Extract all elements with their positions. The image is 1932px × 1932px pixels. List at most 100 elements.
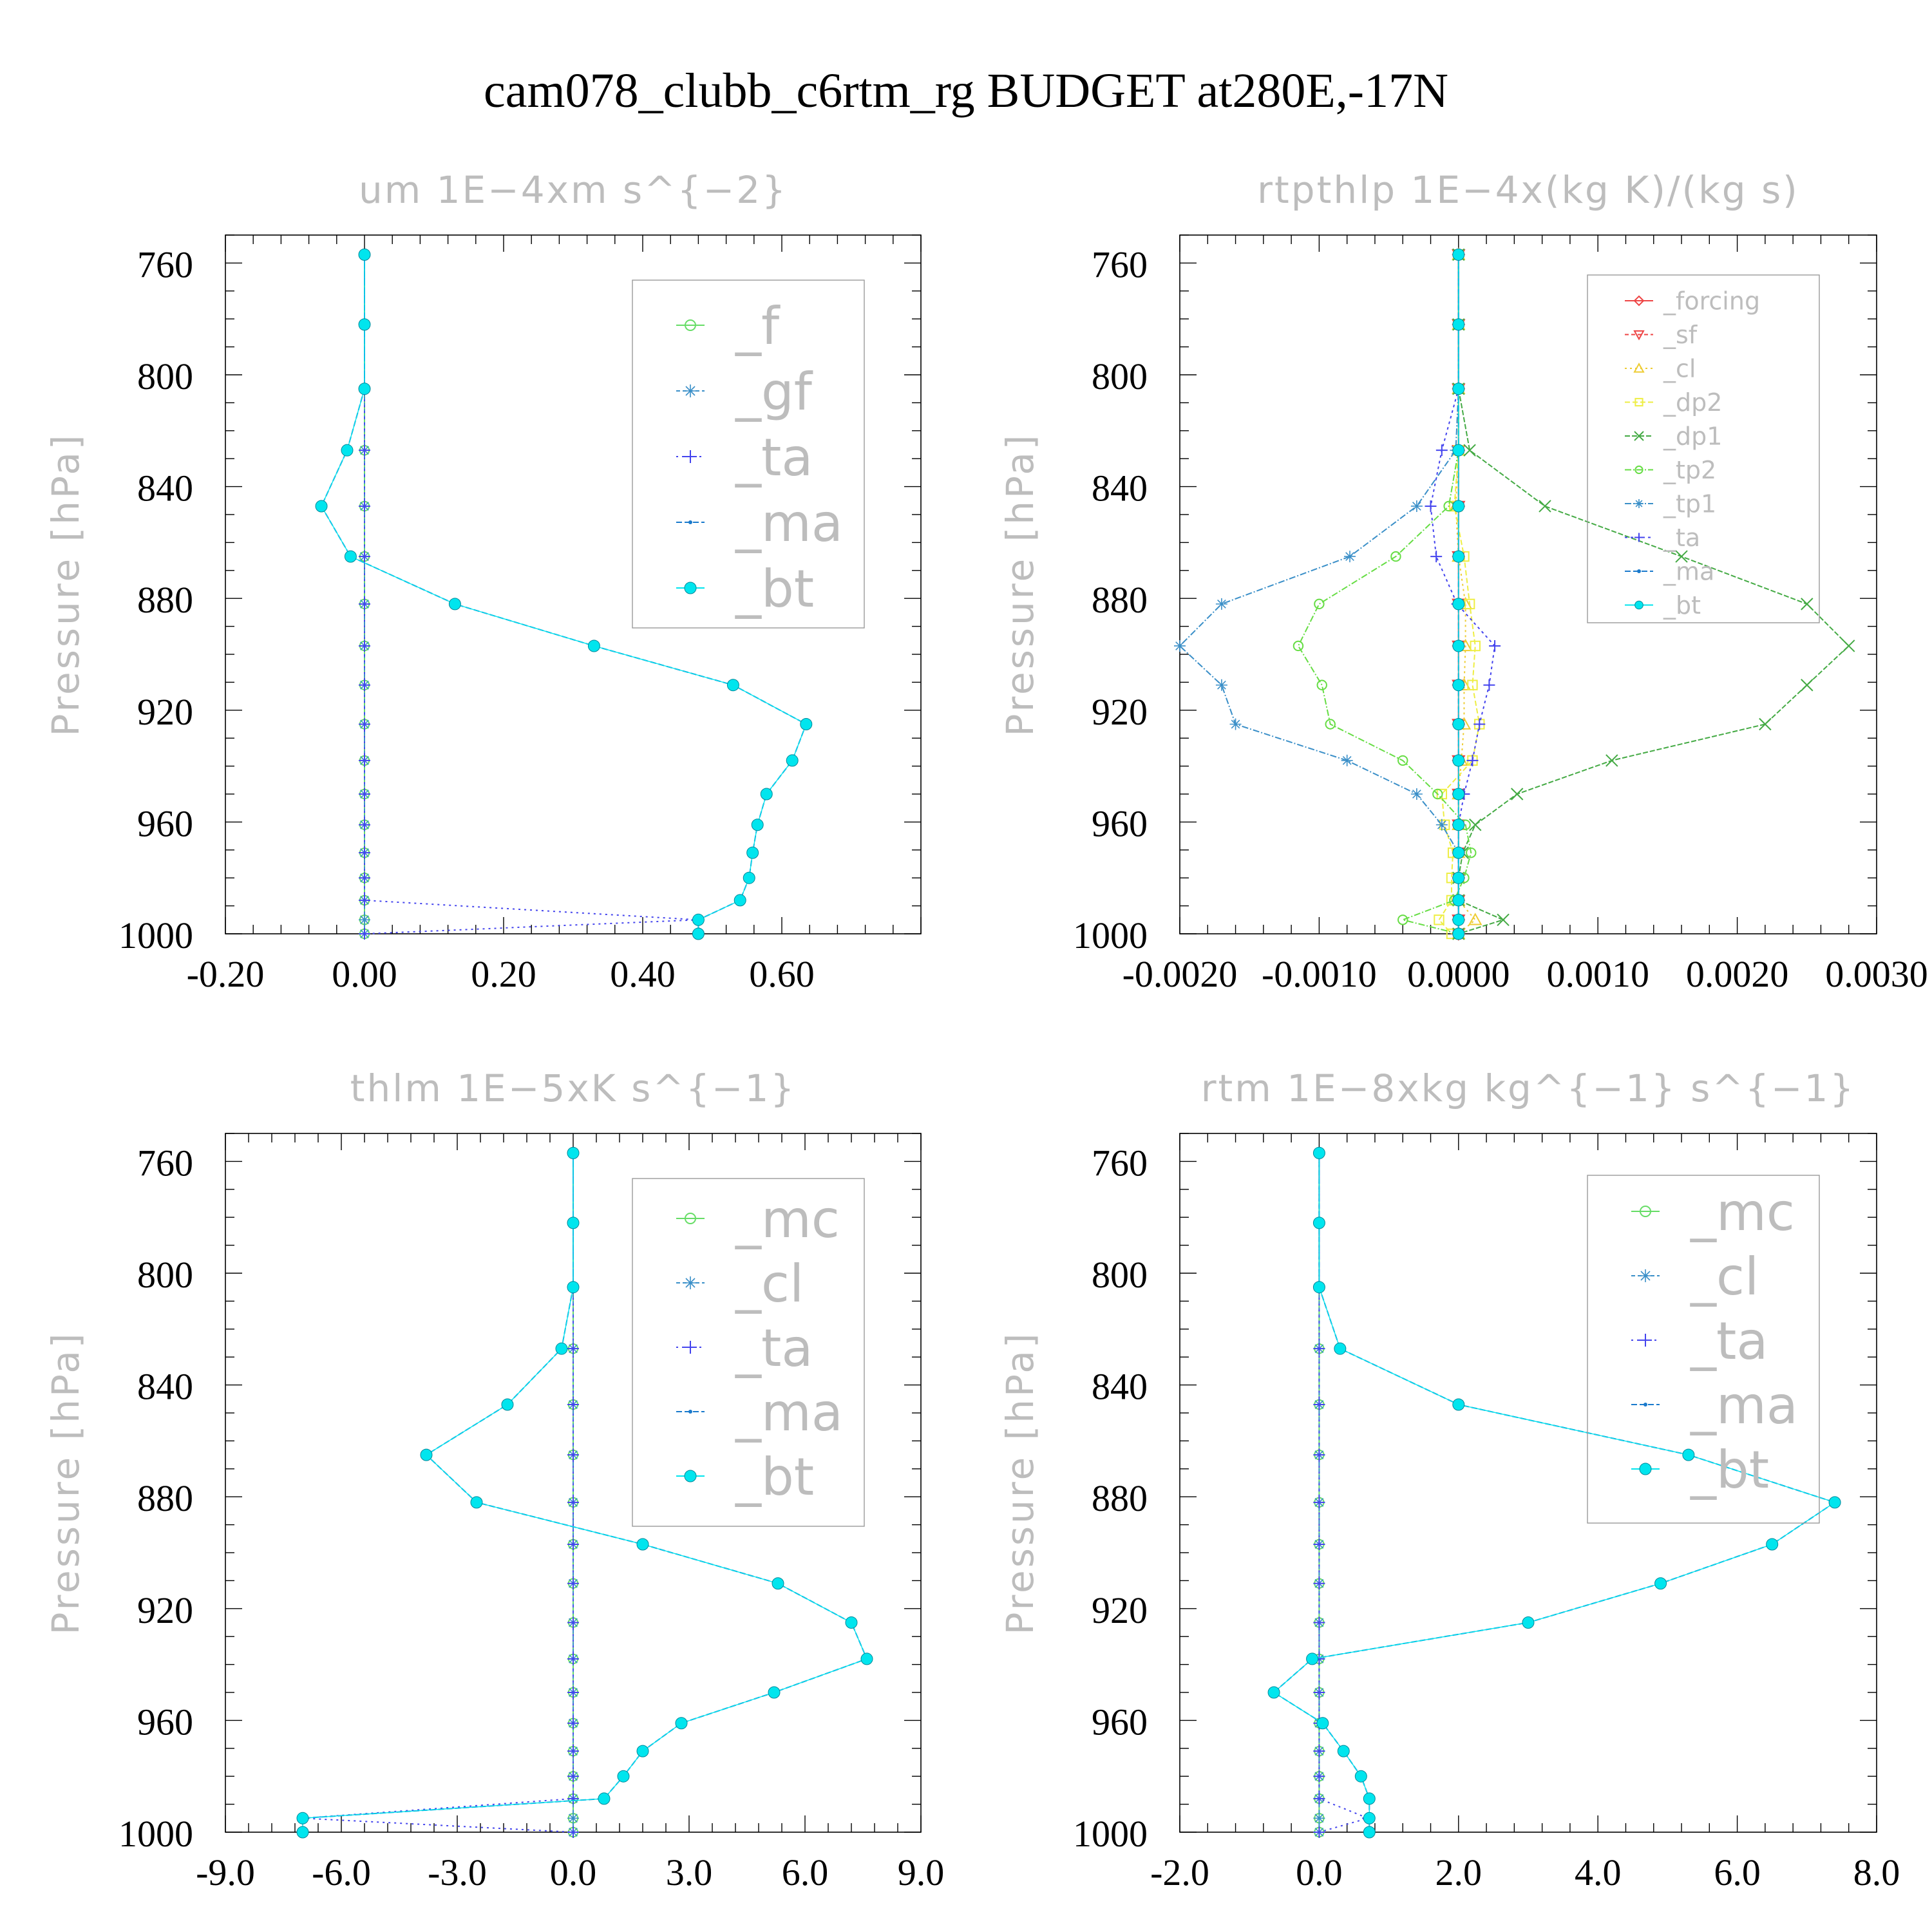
data-point [772,1577,784,1590]
legend-label: _ta [1690,1311,1768,1371]
data-point [1313,1770,1325,1783]
y-tick-label: 920 [137,1589,193,1631]
data-point [1463,444,1476,457]
series-line-ta [302,1153,574,1833]
y-tick-label: 880 [1092,1477,1148,1519]
data-point [470,1496,483,1509]
y-tick-label: 840 [1092,1366,1148,1408]
data-point [359,819,370,831]
data-point [598,1792,611,1805]
data-point [359,500,370,512]
legend-marker [1639,1463,1652,1475]
data-point [1452,894,1465,907]
y-tick-label: 840 [137,1366,193,1408]
series-line-tp1 [1179,254,1459,934]
data-point [1828,1496,1841,1509]
x-tick-label: 8.0 [1853,1852,1900,1893]
figure-title: cam078_clubb_c6rtm_rg BUDGET at280E,-17N [484,64,1448,118]
legend-marker [1633,362,1645,373]
y-axis-label: Pressure [hPa] [998,1331,1042,1634]
legend-marker [1634,431,1644,441]
data-point [800,718,813,730]
data-point [1313,1812,1325,1824]
legend: _mc_cl_ta_ma_bt [632,1178,865,1527]
data-point [567,1770,579,1783]
x-tick-label: 0.0020 [1686,953,1789,995]
data-point [359,872,370,884]
legend-box [632,1178,865,1527]
legend: _forcing _sf _cl _dp2 _dp1 _tp2 _tp1 _ta _ma _bt [1587,274,1820,623]
data-point [1354,1770,1367,1783]
data-point [359,718,370,730]
y-tick-label: 920 [1092,691,1148,733]
legend-marker [1639,1334,1652,1347]
series-line-ta [1318,1153,1370,1833]
data-point [567,1653,579,1665]
data-point [359,788,370,800]
legend-marker [685,1213,696,1224]
data-point [1229,718,1242,730]
data-point [1452,913,1465,926]
data-point [567,1826,579,1838]
y-tick-label: 800 [1092,1254,1148,1296]
data-point [567,1745,579,1757]
legend: _f_gf_ta_ma_bt [632,279,865,629]
legend-label: _bt [735,1447,814,1507]
series-line-ta [1430,254,1496,934]
data-point [567,1449,579,1461]
data-point [1766,1538,1779,1551]
data-point [1313,1577,1325,1589]
legend-marker [1639,1269,1652,1282]
data-point [1759,717,1772,731]
data-point [1334,1342,1347,1355]
data-point [567,1496,579,1508]
legend-label: _dp2 [1663,388,1722,417]
data-point [1215,598,1227,610]
y-tick-label: 760 [1092,243,1148,285]
legend-marker [1634,499,1643,508]
y-tick-label: 960 [1092,802,1148,844]
data-point [1316,679,1327,690]
y-tick-label: 960 [137,1701,193,1743]
data-point [344,550,357,563]
plot-frame [1179,234,1877,934]
data-point [1452,550,1465,563]
data-point [1452,500,1465,513]
legend-label: _tp1 [1663,490,1716,518]
legend-label: _cl [1663,355,1696,383]
y-tick-label: 880 [137,1477,193,1519]
data-point [567,1812,579,1824]
legend-label: _bt [735,559,814,619]
data-point [1452,819,1465,831]
y-tick-label: 1000 [1073,914,1148,956]
data-point [1363,1826,1376,1839]
data-point [1464,598,1475,610]
series-line-dp2 [1438,254,1481,934]
y-tick-label: 920 [137,691,193,733]
data-point [359,551,370,563]
series-line-ta [364,254,699,934]
y-tick-label: 1000 [118,1813,193,1855]
data-point [1452,383,1465,395]
legend-label: _dp1 [1663,422,1722,451]
legend-marker [1640,1206,1651,1217]
data-point [1452,718,1465,730]
legend-label: _f [735,296,781,356]
y-tick-label: 760 [137,243,193,285]
data-point [1469,819,1482,831]
data-point [1313,1449,1325,1461]
x-tick-label: 6.0 [1714,1852,1761,1893]
data-point [359,679,370,691]
data-point [1801,598,1814,611]
data-point [746,846,759,859]
data-point [1313,1792,1325,1804]
chart-panel-4: 760 800 840 880 920 960 1000-2.0 0.0 2.0 4.0 6.0 8.… [998,1066,1900,1893]
data-point [1452,871,1465,884]
legend-box [1587,1175,1820,1524]
data-point [1410,500,1423,512]
data-point [296,1826,309,1839]
y-tick-label: 840 [137,468,193,509]
data-point [1313,1343,1325,1355]
chart-panel-1: 760 800 840 880 920 960 1000-0.20 0.00 0.20 0.40 0… [44,168,922,995]
data-point [448,598,461,611]
